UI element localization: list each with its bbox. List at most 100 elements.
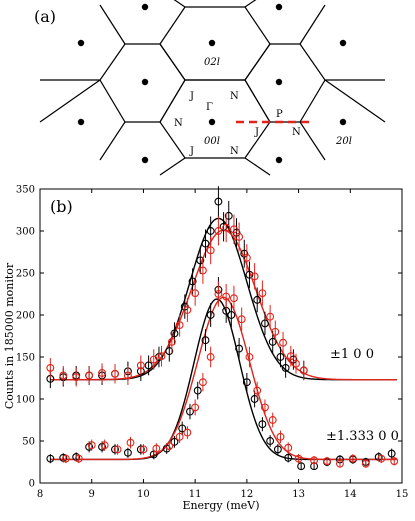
data-point [74, 454, 83, 463]
data-point [229, 294, 238, 303]
data-point [46, 454, 55, 463]
lattice-point [208, 118, 216, 126]
data-point [206, 246, 215, 255]
lattice-edge [159, 157, 186, 176]
data-point [167, 337, 176, 346]
data-point [170, 329, 179, 338]
data-point [162, 444, 171, 453]
y-tick-label: 100 [16, 395, 35, 406]
lattice-point [208, 39, 216, 47]
data-point [214, 290, 223, 298]
data-point [206, 353, 215, 361]
data-point [186, 407, 194, 416]
x-tick-label: 11 [189, 489, 202, 500]
data-point [227, 311, 236, 319]
y-tick-label: 150 [16, 353, 35, 364]
data-point [250, 272, 259, 281]
x-axis: 8 9 10 11 12 13 14 15 [37, 189, 409, 500]
data-point [191, 289, 200, 298]
data-point [183, 428, 192, 437]
data-point [268, 416, 277, 424]
label-j: J [189, 146, 194, 157]
y-tick-label: 250 [16, 269, 35, 280]
y-tick-label: 350 [16, 185, 35, 196]
data-point [100, 441, 109, 450]
lattice-point [77, 39, 85, 47]
data-point [136, 445, 145, 454]
panel-a-label: (a) [34, 7, 56, 26]
data-point [323, 457, 331, 466]
y-tick-label: 300 [16, 227, 35, 238]
data-point [214, 227, 223, 235]
data-point [377, 454, 386, 463]
data-point [175, 432, 184, 441]
lattice-point [275, 3, 283, 11]
data-point [139, 445, 148, 454]
data-point [292, 359, 300, 368]
lattice-point [77, 118, 85, 126]
data-point [237, 315, 246, 324]
data-point [201, 336, 210, 345]
data-point [152, 444, 161, 453]
label-j: J [254, 127, 259, 138]
data-point [149, 355, 158, 364]
label-gamma: Γ [206, 102, 213, 113]
data-point [310, 456, 319, 465]
y-tick-label: 50 [22, 437, 35, 448]
data-point [294, 454, 303, 463]
hexagon-right [244, 43, 326, 123]
data-point [261, 319, 269, 328]
data-point [250, 395, 259, 403]
data-point [286, 352, 295, 361]
data-point [175, 321, 184, 330]
data-point [136, 361, 145, 370]
lattice-edge [299, 121, 326, 161]
lattice-edge [99, 4, 126, 45]
data-point [273, 445, 282, 454]
data-point [235, 232, 244, 241]
y-tick-label: 200 [16, 311, 35, 322]
lattice-panel: (a) [34, 0, 386, 176]
reflection-20l: 20l [335, 136, 352, 147]
y-axis: 0 50 100 150 200 250 300 350 [16, 185, 402, 490]
data-point [206, 311, 215, 319]
lattice-edge [244, 157, 271, 176]
lattice-edge [39, 79, 101, 123]
x-tick-label: 13 [292, 489, 305, 500]
data-point [59, 371, 68, 380]
annotation-1333: ±1.333 0 0 [326, 429, 399, 444]
data-point [165, 347, 174, 356]
data-points [46, 186, 399, 471]
data-point [165, 442, 174, 450]
data-point [390, 457, 399, 466]
data-point [123, 448, 132, 457]
data-point [214, 197, 223, 206]
lattice-edge [173, 0, 186, 8]
data-point [261, 403, 269, 412]
label-n: N [292, 127, 301, 138]
chart-panel: (b) 8 9 10 11 12 13 14 15 0 50 100 150 200 250 300 350… [3, 185, 408, 513]
data-point [61, 454, 70, 463]
data-point [279, 338, 288, 347]
x-tick-label: 15 [396, 489, 409, 500]
lattice-points [77, 3, 347, 164]
lattice-point [141, 156, 149, 164]
data-point [284, 443, 293, 452]
lattice-edge [244, 0, 257, 8]
label-n: N [230, 146, 239, 157]
data-point [361, 459, 370, 468]
reflection-02l: 02l [204, 57, 220, 68]
lattice-edge [99, 121, 126, 161]
x-tick-label: 14 [344, 489, 357, 500]
data-point [111, 445, 119, 454]
label-n: N [230, 91, 239, 102]
data-point [258, 289, 267, 298]
data-point [183, 306, 192, 314]
data-point [240, 249, 249, 258]
data-point [178, 424, 187, 433]
data-point [196, 256, 205, 265]
data-point [276, 353, 285, 361]
data-point [111, 369, 119, 378]
